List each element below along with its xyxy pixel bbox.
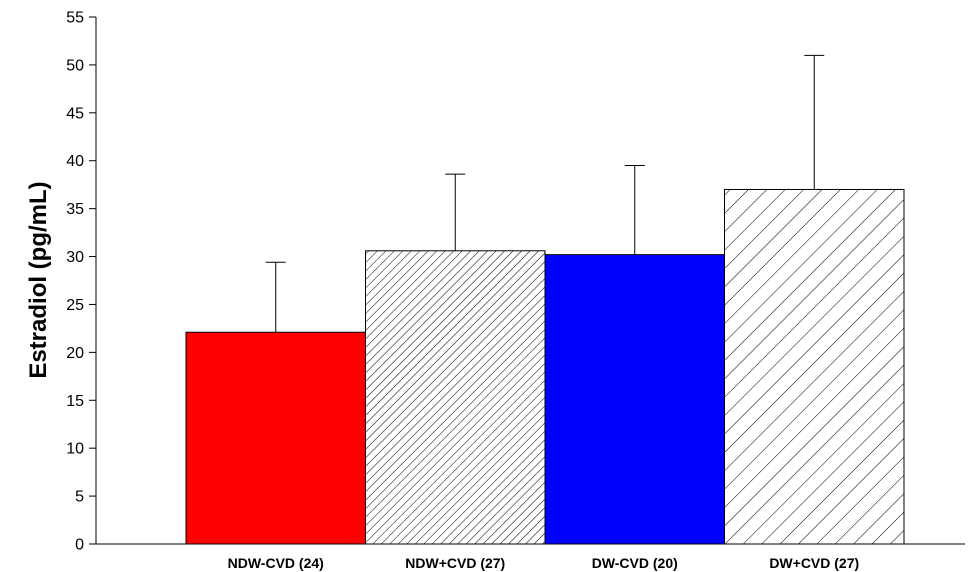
y-tick-label: 55 [66, 10, 84, 27]
y-tick-label: 5 [75, 489, 84, 506]
error-bar-2 [445, 173, 466, 251]
y-tick-label: 15 [66, 393, 84, 410]
x-category-label: NDW-CVD (24) [228, 555, 324, 571]
y-tick-label: 50 [66, 57, 84, 74]
bar-1 [185, 331, 366, 545]
bar-2 [365, 250, 546, 545]
y-tick-label: 30 [66, 249, 84, 266]
error-bar-4 [804, 54, 825, 190]
y-axis-title: Estradiol (pg/mL) [25, 181, 52, 378]
y-tick-label: 35 [66, 201, 84, 218]
error-bars-layer [265, 54, 825, 333]
y-ticks-layer: 0 5 10 15 20 25 30 35 40 45 50 55 [66, 10, 96, 554]
y-tick-label: 10 [66, 441, 84, 458]
x-category-label: DW+CVD (27) [769, 555, 859, 571]
y-tick-label: 40 [66, 153, 84, 170]
error-bar-1 [265, 261, 286, 333]
y-tick-label: 20 [66, 345, 84, 362]
error-bar-3 [624, 165, 645, 255]
x-category-label: NDW+CVD (27) [405, 555, 505, 571]
bar-4 [724, 188, 905, 545]
y-tick-label: 0 [75, 537, 84, 554]
bar-3 [544, 254, 725, 545]
y-tick-label: 45 [66, 105, 84, 122]
x-category-label: DW-CVD (20) [592, 555, 678, 571]
x-labels-layer: NDW-CVD (24) NDW+CVD (27) DW-CVD (20) DW+CV… [228, 555, 860, 571]
y-tick-label: 25 [66, 297, 84, 314]
bars-layer [185, 188, 905, 545]
